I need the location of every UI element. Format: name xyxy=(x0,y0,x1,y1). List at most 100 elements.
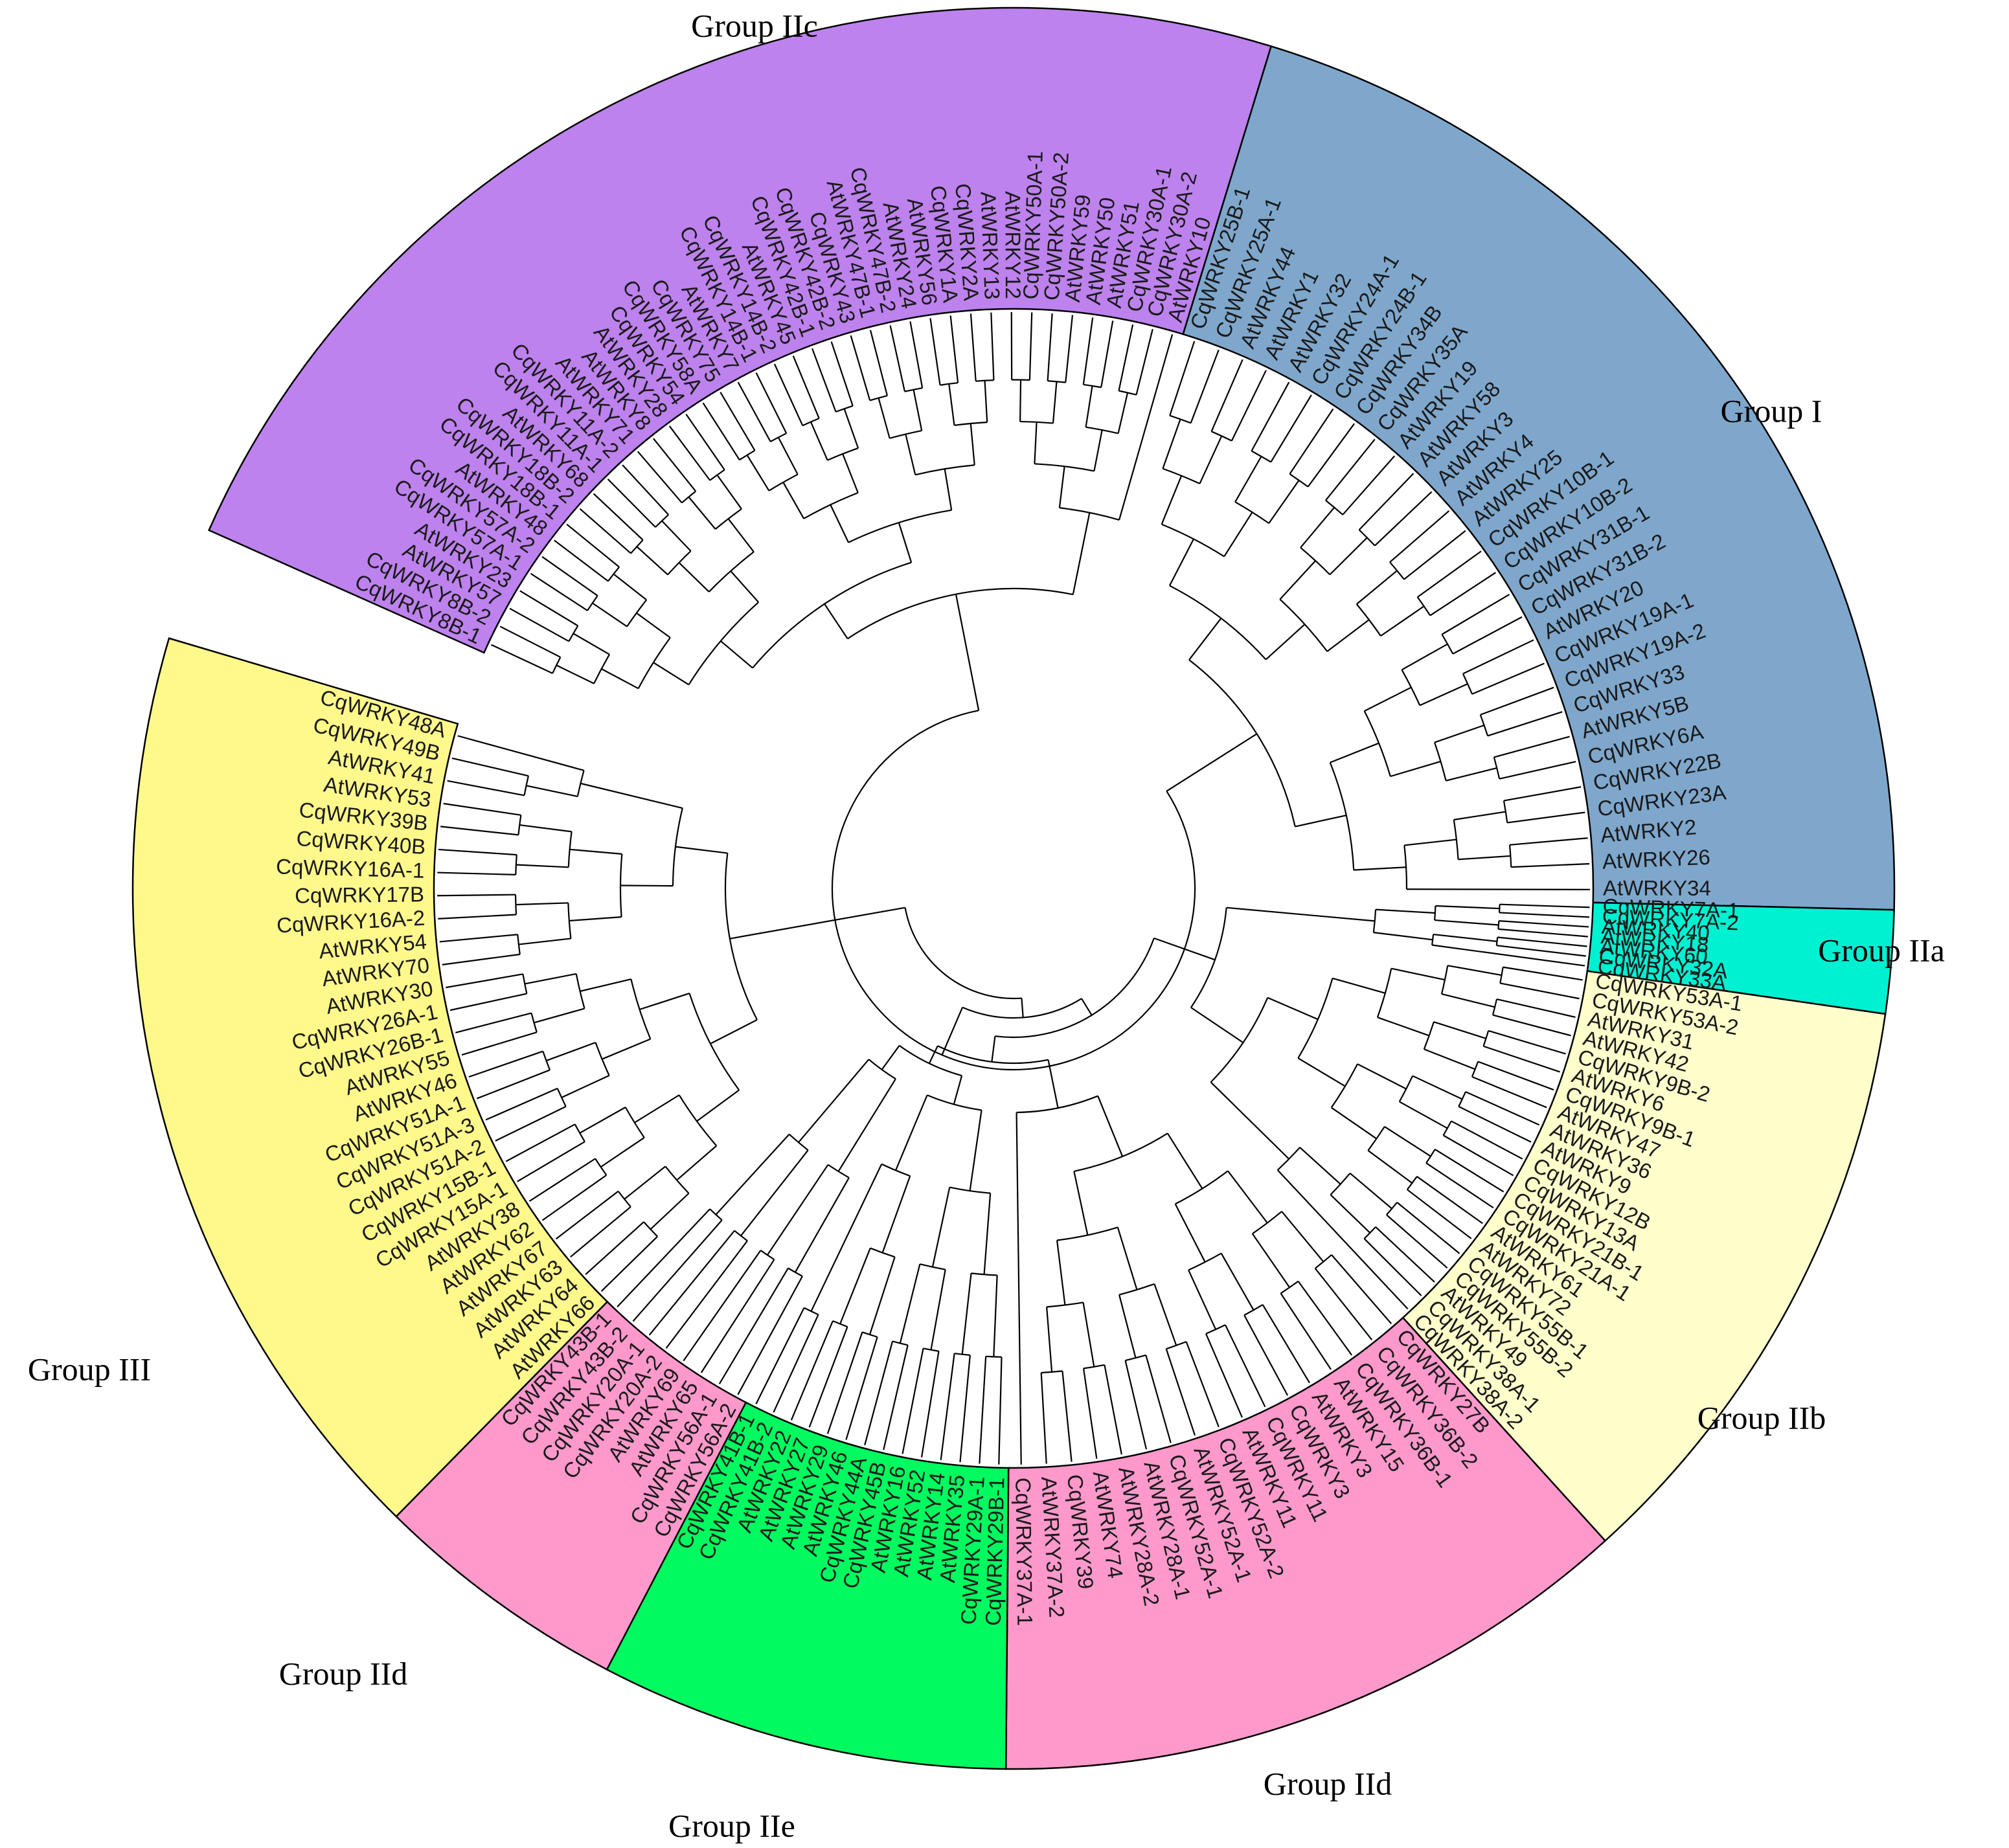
tree-branch xyxy=(1358,473,1414,531)
leaf-label: AtWRKY13 xyxy=(976,191,1004,300)
tree-branch xyxy=(495,1105,567,1142)
tree-branch xyxy=(678,562,710,592)
tree-branch xyxy=(868,1256,896,1335)
tree-branch xyxy=(1331,1107,1378,1140)
group-label-III: Group III xyxy=(28,1351,151,1387)
tree-branch xyxy=(1499,912,1589,918)
tree-branch xyxy=(1047,380,1066,383)
tree-branch xyxy=(1210,359,1243,432)
leaf-label: CqWRKY7A-1 xyxy=(1602,894,1740,923)
tree-branch xyxy=(602,1038,651,1060)
tree-branch xyxy=(541,556,598,596)
tree-branch xyxy=(770,433,787,442)
tree-branch xyxy=(592,602,628,627)
tree-branch xyxy=(794,1177,850,1273)
tree-branch xyxy=(639,993,690,1011)
tree-branch xyxy=(824,603,848,640)
tree-branch xyxy=(727,518,755,552)
tree-branch xyxy=(1168,538,1195,586)
tree-branch xyxy=(883,1345,909,1450)
tree-branch xyxy=(519,824,572,833)
tree-branch xyxy=(1082,1302,1095,1368)
tree-branch xyxy=(440,826,519,836)
tree-branch xyxy=(959,1355,971,1463)
tree-branch xyxy=(1425,1162,1494,1209)
tree-branch xyxy=(1267,997,1319,1020)
tree-branch xyxy=(1342,455,1396,515)
tree-branch xyxy=(1243,1314,1289,1396)
tree-branch xyxy=(970,313,977,381)
tree-branch xyxy=(953,1075,963,1105)
tree-branch xyxy=(1403,845,1408,890)
tree-branch xyxy=(439,934,518,943)
tree-branch xyxy=(1363,710,1391,777)
tree-branch xyxy=(746,455,770,491)
tree-branch xyxy=(1424,1048,1476,1070)
tree-branch xyxy=(1047,313,1053,381)
tree-branch xyxy=(518,938,571,945)
tree-branch xyxy=(526,785,578,798)
tree-branch xyxy=(715,1133,790,1215)
tree-branch xyxy=(1441,993,1495,1008)
tree-branch xyxy=(941,1007,964,1055)
tree-branch xyxy=(668,425,711,481)
tree-branch xyxy=(1262,1304,1310,1384)
tree-branch xyxy=(923,1347,939,1352)
tree-branch xyxy=(1425,1149,1436,1164)
tree-branch xyxy=(437,872,516,875)
tree-branch xyxy=(702,402,740,460)
tree-branch xyxy=(902,1348,924,1454)
tree-branch xyxy=(443,802,521,816)
tree-branch xyxy=(1477,1061,1554,1091)
tree-branch xyxy=(1234,456,1262,502)
tree-branch xyxy=(1483,1045,1561,1073)
tree-branch xyxy=(720,640,753,669)
leaf-label: CqWRKY16A-1 xyxy=(276,854,425,882)
tree-branch xyxy=(446,973,523,989)
tree-branch xyxy=(1056,1240,1066,1305)
tree-branch xyxy=(710,1019,758,1044)
tree-branch xyxy=(648,1230,735,1336)
tree-branch xyxy=(1297,1281,1353,1356)
tree-branch xyxy=(990,312,995,381)
tree-branch xyxy=(773,1314,819,1413)
tree-branch xyxy=(1488,1030,1566,1055)
tree-branch xyxy=(530,572,588,611)
tree-branch xyxy=(1279,560,1316,600)
tree-branch xyxy=(696,1089,740,1122)
tree-branch xyxy=(1047,1059,1059,1109)
tree-branch xyxy=(782,482,805,519)
tree-branch xyxy=(1458,1091,1466,1107)
tree-branch xyxy=(1391,967,1446,981)
tree-branch xyxy=(1166,1132,1203,1189)
tree-branch xyxy=(1162,419,1181,469)
tree-branch xyxy=(1508,844,1512,868)
tree-branch xyxy=(768,473,799,491)
tree-branch xyxy=(1280,1292,1332,1370)
tree-branch xyxy=(1021,998,1024,1018)
tree-branch xyxy=(773,363,804,426)
tree-branch xyxy=(766,1164,829,1256)
tree-branch xyxy=(585,1221,644,1275)
tree-branch xyxy=(1174,1203,1206,1263)
tree-branch xyxy=(998,1357,1003,1465)
tree-branch xyxy=(1503,786,1582,802)
tree-branch xyxy=(1396,1202,1460,1254)
tree-branch xyxy=(1052,381,1058,423)
tree-branch xyxy=(650,1193,690,1230)
tree-branch xyxy=(1251,381,1290,452)
tree-branch xyxy=(661,520,692,552)
tree-branch xyxy=(949,315,959,383)
tree-branch xyxy=(1125,1354,1146,1362)
tree-branch xyxy=(1386,1214,1448,1269)
leaf-labels: CqWRKY25B-1CqWRKY25A-1AtWRKY44AtWRKY1AtW… xyxy=(276,151,1744,1627)
tree-branch xyxy=(438,914,517,919)
tree-branch xyxy=(1205,1333,1243,1418)
tree-branch xyxy=(1349,1173,1392,1210)
tree-branch xyxy=(1124,1360,1148,1450)
tree-branch xyxy=(929,318,941,385)
tree-branch xyxy=(626,599,648,627)
tree-branch xyxy=(1047,1301,1084,1308)
tree-branch xyxy=(683,1250,762,1362)
tree-branch xyxy=(971,1272,997,1276)
